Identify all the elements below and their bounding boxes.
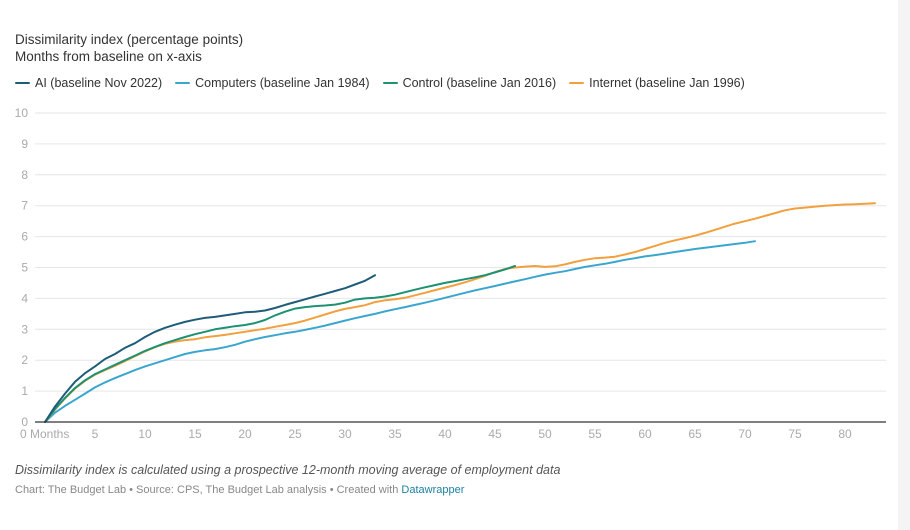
y-tick-label: 7 [21, 199, 28, 213]
y-tick-label: 2 [21, 353, 28, 367]
legend-item-computers: Computers (baseline Jan 1984) [175, 76, 370, 90]
x-tick-label: 40 [438, 427, 452, 441]
legend-label-ai: AI (baseline Nov 2022) [35, 76, 163, 90]
x-tick-label: 30 [338, 427, 352, 441]
series-line-control [44, 265, 516, 423]
x-tick-label: 75 [788, 427, 802, 441]
x-tick-label: 60 [638, 427, 652, 441]
legend-item-control: Control (baseline Jan 2016) [382, 76, 557, 90]
y-axis-tick-labels: 0 1 2 3 4 5 6 7 8 9 10 [15, 106, 29, 429]
chart-byline: Chart: The Budget Lab • Source: CPS, The… [15, 484, 464, 496]
chart-header: Dissimilarity index (percentage points) … [15, 31, 243, 65]
y-tick-label: 8 [21, 168, 28, 182]
legend-label-computers: Computers (baseline Jan 1984) [195, 76, 370, 90]
x-axis-tick-labels: 0 Months 5 10 15 20 25 30 35 40 45 50 55 60 65 70 75 80 [20, 427, 852, 441]
y-tick-label: 1 [21, 384, 28, 398]
legend-label-internet: Internet (baseline Jan 1996) [589, 76, 745, 90]
x-tick-label: 55 [588, 427, 602, 441]
legend-swatch-ai [15, 81, 30, 85]
legend-swatch-internet [569, 81, 585, 85]
y-tick-label: 9 [21, 137, 28, 151]
legend-item-internet: Internet (baseline Jan 1996) [569, 76, 745, 90]
chart-title: Dissimilarity index (percentage points) [15, 32, 244, 47]
y-tick-label: 4 [21, 291, 28, 305]
x-tick-label: 50 [538, 427, 552, 441]
legend-item-ai: AI (baseline Nov 2022) [15, 76, 162, 90]
series-line-computers [44, 240, 756, 423]
series-line-ai [44, 274, 376, 423]
x-tick-label: 20 [238, 427, 252, 441]
y-tick-label: 5 [21, 261, 28, 275]
series-lines [44, 202, 876, 423]
chart-notes: Dissimilarity index is calculated using … [15, 463, 561, 477]
x-tick-label: 25 [288, 427, 302, 441]
gridlines [35, 112, 886, 392]
y-tick-label: 10 [15, 106, 29, 120]
x-tick-label: 0 Months [20, 427, 69, 441]
legend-swatch-control [382, 81, 398, 85]
chart-subtitle: Months from baseline on x-axis [15, 49, 202, 64]
byline-text: Chart: The Budget Lab • Source: CPS, The… [15, 484, 402, 496]
y-tick-label: 3 [21, 322, 28, 336]
y-tick-label: 6 [21, 230, 28, 244]
x-tick-label: 5 [92, 427, 99, 441]
x-tick-label: 45 [488, 427, 502, 441]
x-tick-label: 35 [388, 427, 402, 441]
legend-label-control: Control (baseline Jan 2016) [402, 76, 557, 90]
x-tick-label: 80 [838, 427, 852, 441]
x-tick-label: 15 [188, 427, 202, 441]
y-tick-label: 0 [21, 415, 28, 429]
chart-legend: AI (baseline Nov 2022) Computers (baseli… [15, 76, 745, 90]
page-edge-strip [898, 0, 910, 530]
x-tick-label: 65 [688, 427, 702, 441]
series-line-internet [44, 202, 876, 423]
legend-swatch-computers [175, 81, 191, 85]
x-tick-label: 10 [138, 427, 152, 441]
x-tick-label: 70 [738, 427, 752, 441]
datawrapper-link[interactable]: Datawrapper [401, 484, 465, 496]
